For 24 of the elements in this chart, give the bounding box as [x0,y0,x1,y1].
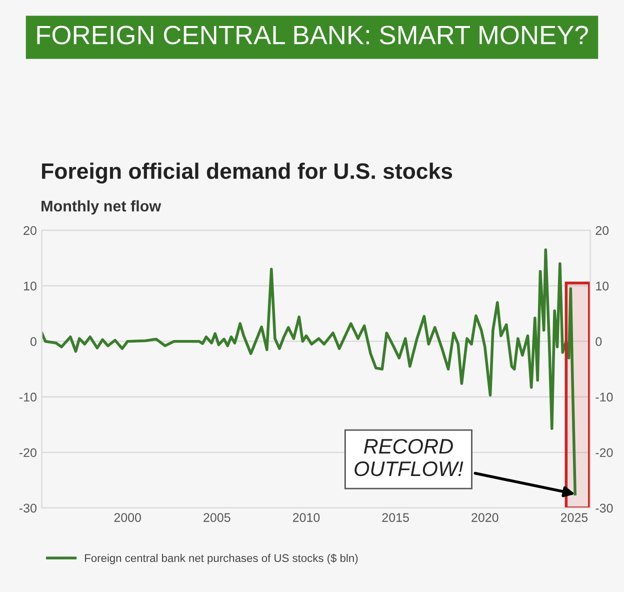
y-axis-title: Monthly net flow [42,200,162,215]
y2-tick-label: -10 [596,392,613,402]
x-tick-label: 2025 [560,513,588,522]
chart-title: FOREIGN CENTRAL BANK: SMART MONEY? [37,26,588,44]
y2-tick-label: -30 [596,504,613,513]
y2-tick-label: 20 [596,226,609,235]
y-tick-label: 0 [30,337,36,346]
x-tick-label: 2005 [204,513,230,522]
y-tick-label: 10 [24,282,36,290]
line-series [42,248,577,496]
y-tick-label: -20 [19,448,36,458]
y-tick-label: -30 [19,504,36,513]
x-tick-label: 2010 [292,513,320,522]
chart-subtitle: Foreign official demand for U.S. stocks [42,162,452,184]
y-tick-label: 20 [24,226,36,235]
annotation: RECORD OUTFLOW! [354,438,464,476]
x-tick-label: 2015 [382,513,409,522]
x-tick-label: 2020 [472,513,498,522]
y2-tick-label: -20 [596,448,613,458]
y2-tick-label: 0 [596,337,602,346]
legend-label: Foreign central bank net purchases of US stocks ($ bln) [85,554,358,564]
x-tick-label: 2000 [114,513,141,522]
y-tick-label: -10 [19,392,36,402]
y2-tick-label: 10 [596,282,609,290]
